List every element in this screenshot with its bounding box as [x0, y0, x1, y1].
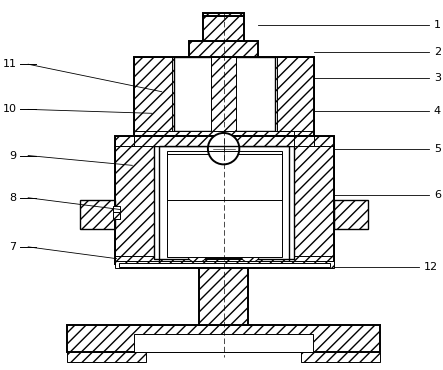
- Circle shape: [208, 133, 239, 164]
- Bar: [113, 212, 120, 219]
- Bar: [115, 136, 334, 263]
- Bar: [167, 154, 282, 257]
- Text: 12: 12: [424, 262, 438, 272]
- Bar: [115, 256, 334, 263]
- Circle shape: [239, 225, 261, 247]
- Circle shape: [187, 164, 208, 186]
- Text: 11: 11: [2, 59, 16, 69]
- Bar: [115, 136, 134, 146]
- Text: 1: 1: [434, 20, 441, 30]
- Text: 7: 7: [9, 242, 16, 252]
- Bar: [115, 136, 154, 263]
- Bar: [134, 57, 174, 136]
- Bar: [199, 259, 248, 326]
- Bar: [294, 136, 334, 263]
- Bar: [67, 326, 380, 352]
- Circle shape: [187, 225, 208, 247]
- Circle shape: [239, 206, 261, 228]
- Bar: [134, 57, 314, 136]
- Bar: [134, 57, 171, 131]
- Text: 5: 5: [434, 144, 441, 154]
- Text: 3: 3: [434, 73, 441, 83]
- Text: 8: 8: [9, 193, 16, 203]
- Text: 4: 4: [434, 106, 441, 116]
- Text: 9: 9: [9, 151, 16, 161]
- Bar: [67, 352, 146, 362]
- Circle shape: [239, 241, 261, 263]
- Bar: [174, 57, 275, 131]
- Circle shape: [187, 206, 208, 228]
- Bar: [276, 57, 314, 131]
- Bar: [189, 41, 258, 57]
- Text: 6: 6: [434, 190, 441, 200]
- Bar: [211, 57, 237, 131]
- Bar: [115, 260, 334, 269]
- Text: 10: 10: [2, 104, 16, 114]
- Circle shape: [239, 185, 261, 206]
- Text: 2: 2: [434, 47, 441, 57]
- Bar: [80, 200, 115, 229]
- Bar: [334, 200, 368, 229]
- Bar: [115, 136, 334, 146]
- Bar: [314, 136, 334, 146]
- Bar: [159, 146, 289, 263]
- Circle shape: [239, 164, 261, 186]
- Bar: [134, 334, 313, 352]
- Bar: [113, 206, 120, 219]
- Circle shape: [187, 185, 208, 206]
- Bar: [203, 13, 244, 16]
- Bar: [301, 352, 380, 362]
- Circle shape: [187, 241, 208, 263]
- Bar: [134, 131, 294, 146]
- Bar: [167, 151, 282, 200]
- Bar: [119, 263, 330, 266]
- Bar: [275, 57, 314, 136]
- Bar: [203, 16, 244, 41]
- Bar: [154, 146, 294, 259]
